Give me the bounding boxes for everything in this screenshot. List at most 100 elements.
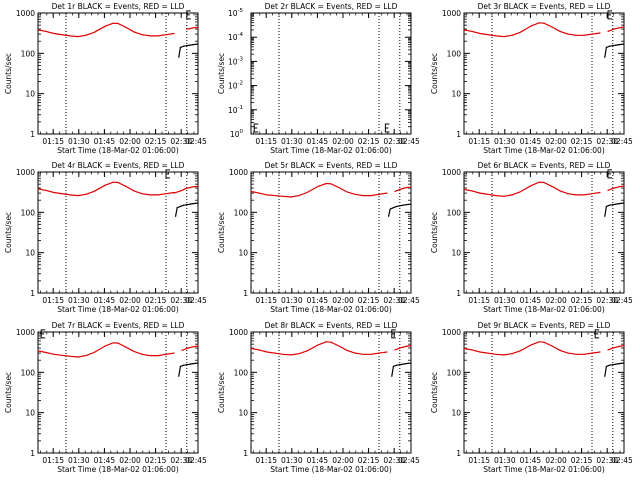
- y-axis-label: Counts/sec: [430, 372, 439, 413]
- data-point-lld: [112, 22, 114, 24]
- x-tick-label: 02:30: [596, 296, 618, 305]
- data-point-lld: [511, 194, 513, 196]
- data-point-events: [192, 43, 194, 46]
- data-point-lld: [69, 194, 71, 196]
- data-point-events: [179, 365, 181, 368]
- y-tick-label: 10: [451, 249, 461, 258]
- data-point-lld: [591, 33, 593, 35]
- data-point-lld: [583, 34, 585, 36]
- y-tick-label: 100: [21, 208, 36, 217]
- bracket-marker: [607, 10, 612, 20]
- x-tick-label: 02:30: [383, 137, 405, 146]
- data-point-lld: [77, 356, 79, 358]
- data-point-lld: [93, 31, 95, 34]
- data-point-lld2: [623, 26, 625, 28]
- y-tick-label: 10-5: [228, 8, 244, 18]
- data-point-events: [604, 215, 606, 217]
- panel-title: Det 1r BLACK = Events, RED = LLD: [52, 2, 185, 11]
- bracket-marker: [165, 169, 170, 179]
- data-point-lld: [85, 193, 87, 195]
- data-point-lld: [511, 34, 513, 36]
- plot-frame: [250, 12, 412, 135]
- series-lld2: [394, 186, 412, 192]
- data-point-events: [178, 56, 180, 58]
- y-tick-label: 100: [234, 368, 249, 377]
- data-point-lld: [559, 30, 561, 32]
- data-point-lld: [551, 26, 553, 28]
- data-point-lld: [93, 351, 95, 354]
- data-point-lld: [583, 353, 585, 355]
- data-point-lld: [479, 32, 481, 35]
- data-point-lld: [463, 347, 465, 350]
- plot-frame: [37, 171, 199, 294]
- panel-det-4: Det 4r BLACK = Events, RED = LLD 1 10 100 10…: [4, 161, 207, 314]
- y-tick-label: 10: [451, 90, 461, 99]
- x-tick-label: 02:30: [596, 456, 618, 465]
- data-point-lld: [133, 31, 135, 33]
- data-point-events: [183, 364, 185, 366]
- data-point-lld: [112, 181, 114, 183]
- panel-det-2: Det 2r BLACK = Events, RED = LLD 10-5 10-4…: [217, 2, 420, 155]
- x-tick-label: 01:45: [307, 296, 329, 305]
- x-axis-label: Start Time (18-Mar-02 01:06:00): [57, 465, 179, 474]
- panel-title: Det 2r BLACK = Events, RED = LLD: [265, 2, 398, 11]
- y-tick-label: 1000: [16, 9, 35, 18]
- data-point-lld2: [402, 346, 404, 348]
- data-point-lld: [117, 22, 119, 25]
- y-tick-label: 1000: [442, 9, 461, 18]
- data-point-lld2: [618, 186, 620, 188]
- x-tick-label: 01:15: [255, 456, 277, 465]
- data-point-lld: [378, 193, 380, 195]
- data-point-lld: [290, 196, 292, 198]
- data-point-events: [612, 204, 614, 206]
- data-point-lld: [77, 194, 79, 197]
- data-point-lld: [575, 353, 577, 355]
- data-point-events: [175, 215, 177, 217]
- x-axis-label: Start Time (18-Mar-02 01:06:00): [57, 305, 179, 314]
- data-point-events: [396, 364, 398, 366]
- data-point-lld: [538, 22, 540, 24]
- data-point-events: [388, 215, 390, 217]
- y-tick-label: 1: [30, 289, 35, 298]
- x-tick-label: 01:30: [494, 456, 516, 465]
- data-point-lld: [258, 349, 260, 351]
- data-point-lld2: [615, 346, 617, 348]
- data-point-lld: [519, 350, 521, 352]
- y-axis-label: Counts/sec: [217, 53, 226, 94]
- data-point-lld: [165, 353, 167, 355]
- data-point-lld: [370, 353, 372, 355]
- x-tick-label: 01:30: [68, 296, 90, 305]
- panel-det-1: Det 1r BLACK = Events, RED = LLD 1 10 100 10…: [4, 2, 207, 155]
- data-point-lld: [378, 352, 380, 354]
- data-point-events: [183, 45, 185, 47]
- data-point-lld: [298, 194, 300, 197]
- y-tick-label: 1: [30, 130, 35, 139]
- y-tick-label: 1: [456, 449, 461, 458]
- series-lld: [37, 181, 175, 197]
- data-point-lld: [53, 353, 55, 355]
- data-point-lld: [354, 352, 356, 354]
- data-point-lld: [471, 30, 473, 32]
- data-point-lld: [69, 355, 71, 357]
- data-point-lld: [495, 194, 497, 197]
- series-lld: [463, 22, 601, 38]
- data-point-lld: [503, 35, 505, 38]
- data-point-lld2: [615, 28, 617, 30]
- data-point-events: [399, 364, 401, 366]
- y-axis-label: Counts/sec: [4, 212, 13, 253]
- data-point-events: [189, 44, 191, 46]
- series-lld: [250, 182, 388, 198]
- data-point-lld2: [612, 347, 614, 349]
- x-tick-label: 01:15: [42, 137, 64, 146]
- data-point-events: [392, 365, 394, 368]
- data-point-lld: [559, 349, 561, 351]
- data-point-events: [410, 203, 412, 205]
- x-tick-label: 02:30: [170, 137, 192, 146]
- data-point-lld: [317, 344, 319, 346]
- y-axis-label: Counts/sec: [217, 372, 226, 413]
- data-point-lld: [463, 188, 465, 191]
- data-point-events: [405, 362, 407, 365]
- y-tick-label: 1000: [442, 168, 461, 177]
- data-point-lld2: [186, 187, 188, 189]
- data-point-lld2: [618, 345, 620, 347]
